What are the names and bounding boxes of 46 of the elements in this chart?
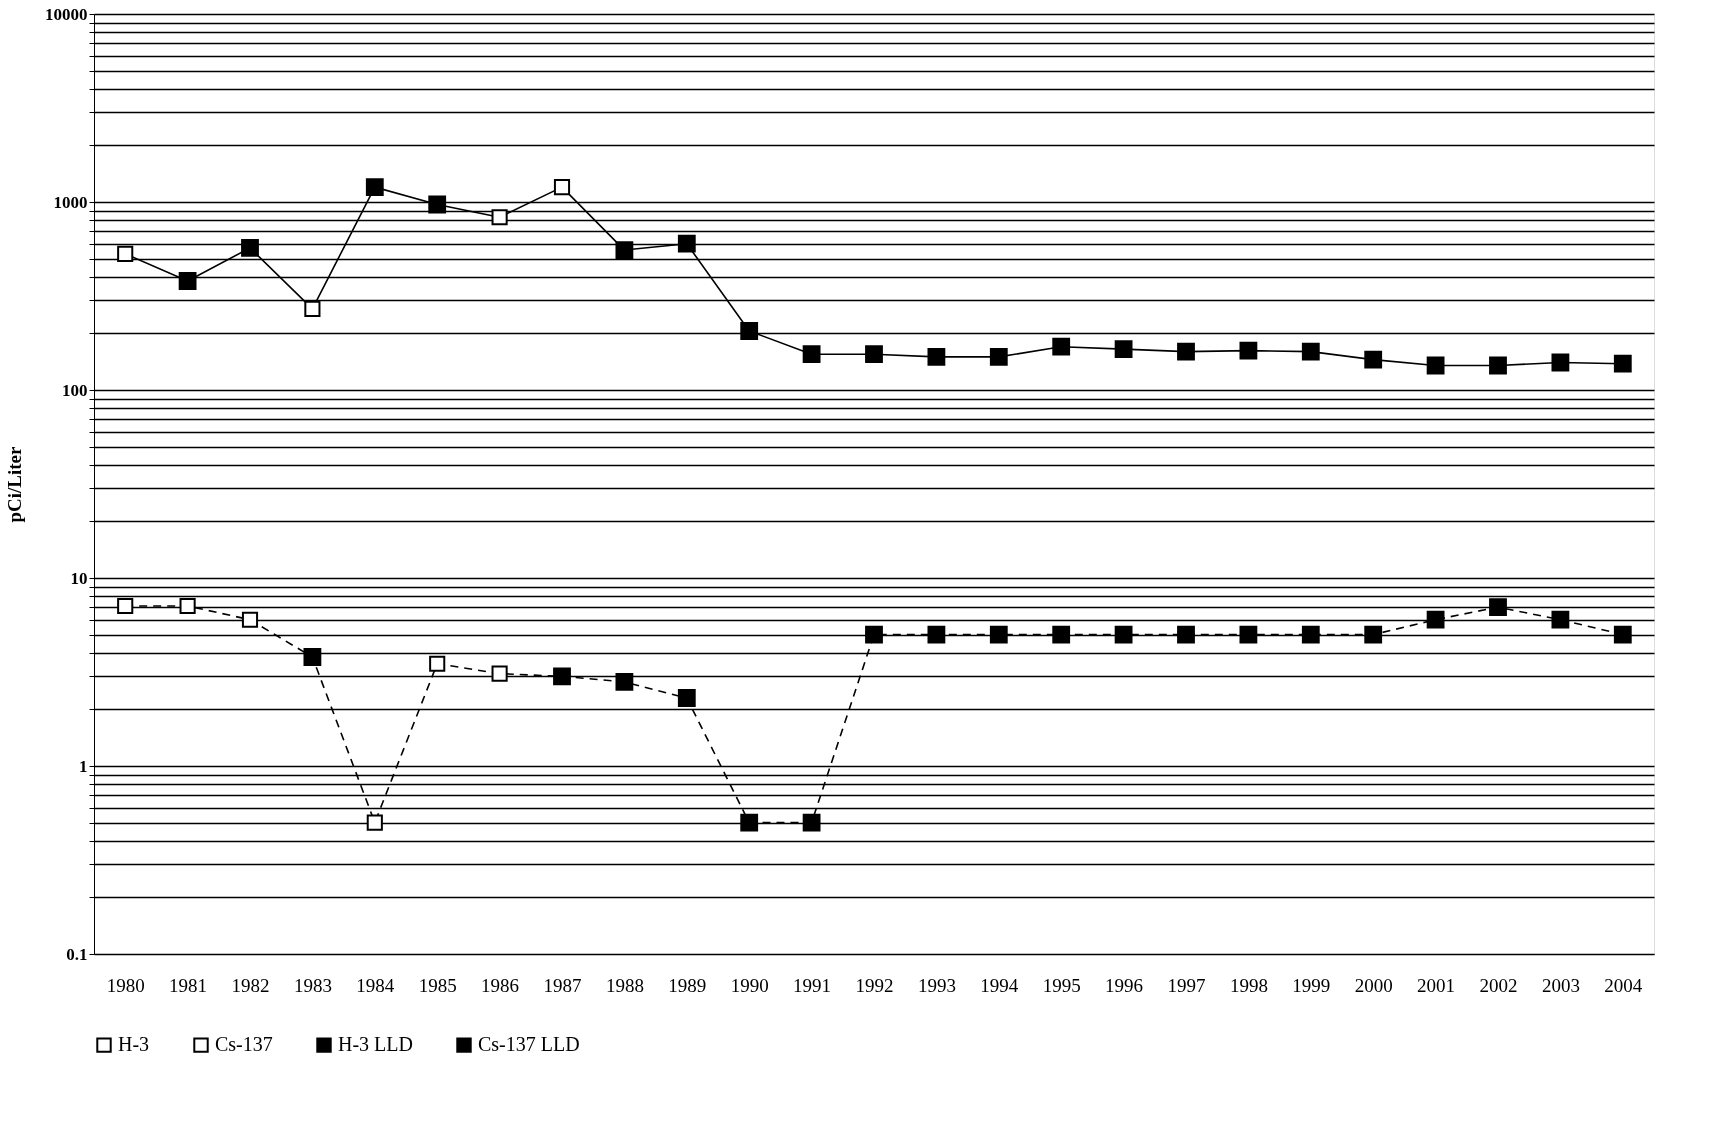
- x-tick-label: 1999: [1292, 974, 1331, 996]
- x-tick-label: 1985: [418, 974, 457, 996]
- x-tick-label: 1993: [917, 974, 956, 996]
- legend-label: H-3: [118, 1033, 150, 1056]
- point: [491, 665, 508, 682]
- point: [117, 597, 134, 615]
- x-tick-label: 2000: [1354, 974, 1393, 996]
- legend-label: H-3 LLD: [338, 1033, 413, 1056]
- y-tick-label: 10000: [45, 4, 88, 24]
- x-tick-label: 1986: [481, 974, 520, 996]
- x-tick-label: 1982: [231, 974, 270, 996]
- x-tick-label: 1989: [668, 974, 707, 996]
- x-tick-label: 1995: [1042, 974, 1081, 996]
- point: [304, 300, 321, 317]
- y-tick-label: 1: [79, 756, 88, 776]
- x-tick-label: 1994: [980, 974, 1019, 996]
- x-tick-label: 1990: [730, 974, 769, 996]
- y-tick-label: 10: [70, 568, 88, 588]
- x-tick-label: 1987: [543, 974, 582, 996]
- y-tick-label: 0.1: [66, 944, 88, 964]
- point: [241, 611, 259, 628]
- y-tick-label: 1000: [53, 192, 88, 212]
- x-tick-label: 2002: [1479, 974, 1518, 996]
- point: [429, 655, 446, 672]
- point: [117, 245, 134, 262]
- x-tick-label: 1998: [1229, 974, 1268, 996]
- x-tick-label: 2004: [1604, 974, 1643, 996]
- point: [491, 209, 508, 226]
- y-axis-title: pCi/Liter: [4, 445, 25, 523]
- x-tick-label: 1983: [293, 974, 332, 996]
- x-tick-label: 2001: [1417, 974, 1456, 996]
- y-tick-label: 100: [62, 380, 88, 400]
- x-tick-label: 1996: [1105, 974, 1144, 996]
- x-tick-label: 1988: [605, 974, 644, 996]
- x-tick-label: 1992: [855, 974, 894, 996]
- point: [366, 814, 383, 831]
- x-tick-label: 1980: [106, 974, 145, 996]
- x-tick-label: 1997: [1167, 974, 1206, 996]
- legend-label: Cs-137 LLD: [478, 1033, 580, 1056]
- point: [179, 597, 196, 615]
- point: [553, 179, 571, 196]
- legend-label: Cs-137: [215, 1033, 273, 1056]
- x-tick-label: 1984: [356, 974, 395, 996]
- x-tick-label: 2003: [1541, 974, 1580, 996]
- x-tick-label: 1991: [793, 974, 832, 996]
- x-tick-label: 1981: [169, 974, 208, 996]
